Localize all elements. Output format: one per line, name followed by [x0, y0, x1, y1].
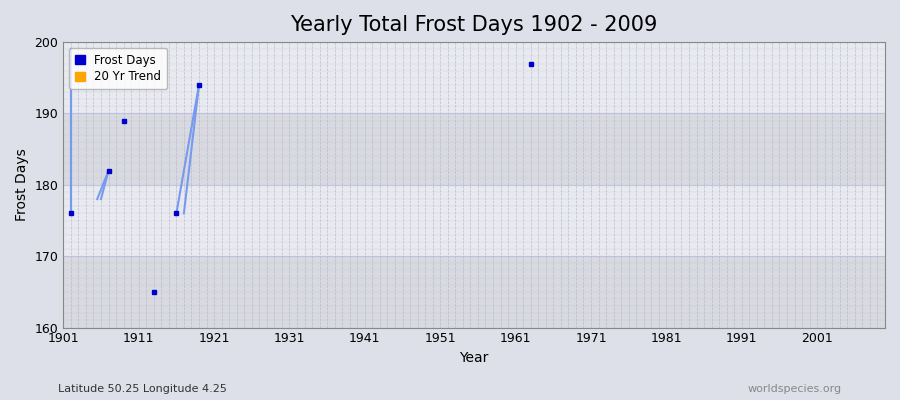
- X-axis label: Year: Year: [460, 351, 489, 365]
- Bar: [63, 114, 885, 185]
- Text: Latitude 50.25 Longitude 4.25: Latitude 50.25 Longitude 4.25: [58, 384, 228, 394]
- Text: worldspecies.org: worldspecies.org: [747, 384, 842, 394]
- Bar: [63, 256, 885, 328]
- Title: Yearly Total Frost Days 1902 - 2009: Yearly Total Frost Days 1902 - 2009: [291, 15, 658, 35]
- Legend: Frost Days, 20 Yr Trend: Frost Days, 20 Yr Trend: [69, 48, 166, 89]
- Y-axis label: Frost Days: Frost Days: [15, 148, 29, 221]
